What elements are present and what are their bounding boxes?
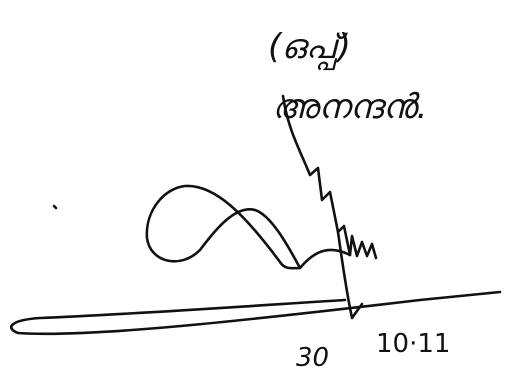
date-day: 30 xyxy=(296,343,329,373)
signature-mark: (ഒപ്പ്) xyxy=(268,27,351,71)
signature-downstroke xyxy=(336,230,364,320)
signature-loop xyxy=(145,184,352,270)
signer-name: അനന്ദൻ. xyxy=(272,87,427,127)
date-rest: 10·11 xyxy=(376,329,450,359)
stray-mark xyxy=(52,204,58,210)
underline-stroke xyxy=(10,290,502,336)
signature-stroke xyxy=(281,94,378,260)
